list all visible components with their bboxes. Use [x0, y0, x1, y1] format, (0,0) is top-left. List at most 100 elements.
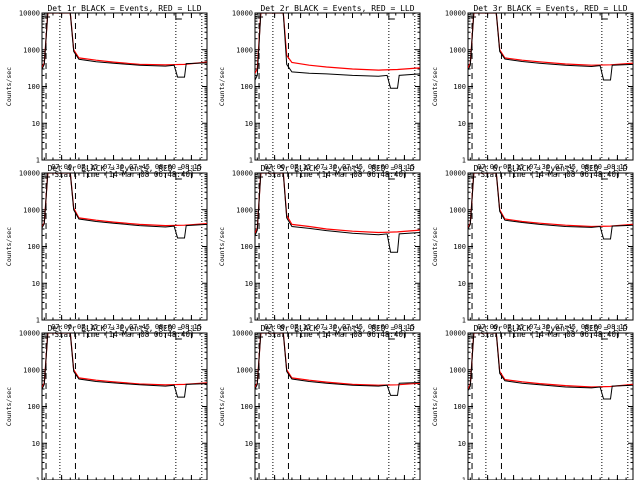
x-tick-label: 07:30 [103, 163, 124, 171]
x-tick-label: 07:45 [129, 323, 150, 331]
x-tick-label: 07:45 [129, 163, 150, 171]
y-tick-label: 10000 [445, 170, 466, 178]
y-tick-label: 1 [36, 477, 40, 480]
y-tick-label: 100 [453, 243, 466, 251]
y-tick-label: 10 [245, 440, 253, 448]
y-tick-label: 1000 [23, 366, 40, 374]
y-tick-label: 10000 [19, 330, 40, 338]
panel-det-6: Det 6r BLACK = Events, RED = LLD 1 10 100 10… [431, 164, 634, 339]
panel-det-1: Det 1r BLACK = Events, RED = LLD 1 10 100 10… [5, 4, 208, 179]
y-axis-label: Counts/sec [431, 67, 439, 106]
x-tick-label: 08:00 [155, 323, 176, 331]
x-tick-label: 07:30 [529, 163, 550, 171]
plot-frame [41, 172, 208, 321]
x-tick-label: 07:30 [316, 163, 337, 171]
y-tick-label: 1 [249, 157, 253, 165]
y-tick-label: 100 [27, 403, 40, 411]
y-tick-label: 10 [32, 440, 40, 448]
y-tick-label: 10 [458, 280, 466, 288]
plot-frame [467, 332, 634, 480]
series-lld [468, 13, 633, 69]
night-marker [601, 173, 608, 180]
series-events [255, 13, 420, 89]
y-axis-label: Counts/sec [431, 387, 439, 426]
y-tick-label: 1 [462, 157, 466, 165]
y-axis-label: Counts/sec [218, 227, 226, 266]
x-tick-label: 08:15 [607, 163, 628, 171]
night-marker [601, 333, 608, 340]
panel-det-9: Det 9r BLACK = Events, RED = LLD 1 10 100 10… [431, 324, 634, 480]
x-tick-label: 08:00 [368, 163, 389, 171]
x-axis-label: Start Time (14-Mar-08 06:48:40) [481, 170, 621, 179]
x-tick-label: 08:15 [394, 163, 415, 171]
x-tick-label: 08:15 [394, 323, 415, 331]
x-axis-label: Start Time (14-Mar-08 06:48:40) [55, 330, 195, 339]
y-tick-label: 100 [27, 243, 40, 251]
x-tick-label: 07:30 [316, 323, 337, 331]
y-tick-label: 10000 [19, 10, 40, 18]
series-lld [255, 173, 420, 234]
x-tick-label: 07:15 [77, 163, 98, 171]
x-tick-label: 07:45 [555, 323, 576, 331]
panel-title: Det 9r BLACK = Events, RED = LLD [473, 324, 627, 333]
night-marker [175, 333, 182, 340]
series-lld [468, 333, 633, 390]
x-tick-label: 07:00 [477, 163, 498, 171]
y-tick-label: 100 [453, 403, 466, 411]
y-tick-label: 10000 [232, 170, 253, 178]
y-tick-label: 1 [462, 317, 466, 325]
x-tick-label: 07:30 [103, 323, 124, 331]
series-events [468, 13, 633, 81]
night-marker [175, 13, 182, 20]
panel-title: Det 6r BLACK = Events, RED = LLD [473, 164, 627, 173]
y-tick-label: 1000 [236, 46, 253, 54]
y-tick-label: 1000 [449, 46, 466, 54]
y-tick-label: 10000 [445, 330, 466, 338]
y-tick-label: 1000 [449, 366, 466, 374]
series-lld [255, 333, 420, 388]
x-tick-label: 08:00 [581, 323, 602, 331]
x-tick-label: 07:00 [51, 323, 72, 331]
y-tick-label: 10 [458, 120, 466, 128]
y-tick-label: 1000 [449, 206, 466, 214]
y-tick-label: 10 [32, 280, 40, 288]
night-marker [388, 13, 395, 20]
panel-title: Det 2r BLACK = Events, RED = LLD [260, 4, 414, 13]
panel-title: Det 8r BLACK = Events, RED = LLD [260, 324, 414, 333]
y-axis-label: Counts/sec [5, 67, 13, 106]
panel-title: Det 4r BLACK = Events, RED = LLD [47, 164, 201, 173]
plot-frame [254, 332, 421, 480]
y-axis-label: Counts/sec [218, 67, 226, 106]
y-tick-label: 100 [27, 83, 40, 91]
series-lld [42, 333, 207, 388]
plot-frame [467, 172, 634, 321]
plot-frame [254, 12, 421, 161]
series-events [255, 173, 420, 253]
panel-det-3: Det 3r BLACK = Events, RED = LLD 1 10 100 10… [431, 4, 634, 179]
series-lld [255, 13, 420, 74]
series-events [42, 173, 207, 239]
y-tick-label: 1 [462, 477, 466, 480]
panel-det-4: Det 4r BLACK = Events, RED = LLD 1 10 100 10… [5, 164, 208, 339]
x-axis-label: Start Time (14-Mar-08 06:48:40) [268, 170, 408, 179]
y-tick-label: 100 [240, 403, 253, 411]
x-tick-label: 07:30 [529, 323, 550, 331]
series-events [42, 333, 207, 398]
y-tick-label: 1000 [236, 206, 253, 214]
y-tick-label: 10 [245, 280, 253, 288]
series-events [255, 333, 420, 396]
plot-frame [254, 172, 421, 321]
plot-frame [41, 332, 208, 480]
x-tick-label: 07:00 [477, 323, 498, 331]
y-tick-label: 1000 [236, 366, 253, 374]
y-tick-label: 1000 [23, 206, 40, 214]
y-tick-label: 10 [458, 440, 466, 448]
x-tick-label: 08:15 [181, 323, 202, 331]
x-tick-label: 08:00 [155, 163, 176, 171]
panel-det-8: Det 8r BLACK = Events, RED = LLD 1 10 100 10… [218, 324, 421, 480]
x-tick-label: 07:45 [555, 163, 576, 171]
y-axis-label: Counts/sec [431, 227, 439, 266]
x-tick-label: 07:45 [342, 163, 363, 171]
x-tick-label: 07:45 [342, 323, 363, 331]
x-tick-label: 07:15 [77, 323, 98, 331]
